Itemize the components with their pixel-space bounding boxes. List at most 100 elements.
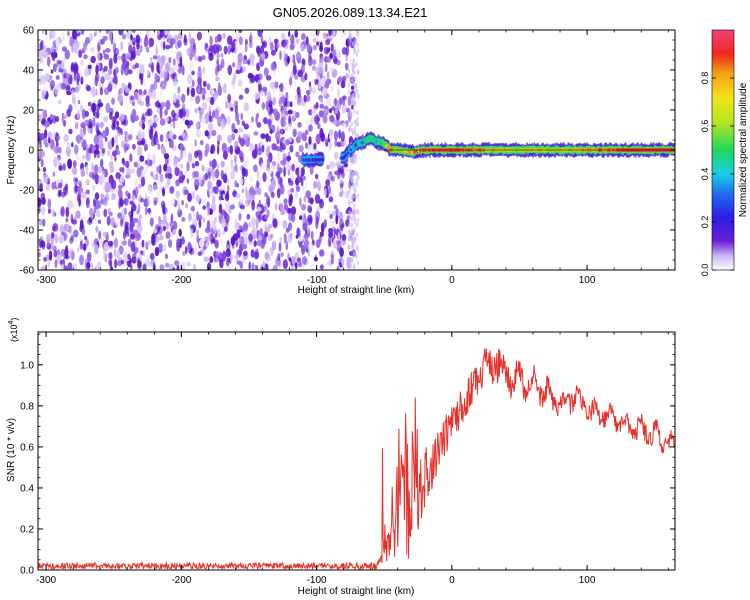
noise-blob	[145, 258, 151, 267]
noise-blob	[90, 46, 95, 54]
noise-blob	[326, 164, 330, 170]
noise-blob	[283, 49, 286, 60]
colorbar-tick-label: 0.8	[700, 72, 710, 85]
noise-blob	[188, 62, 194, 72]
noise-blob	[73, 61, 78, 72]
noise-blob	[253, 164, 258, 173]
noise-blob	[61, 46, 67, 52]
noise-blob	[241, 188, 245, 194]
snr-panel: -300 -200 -100 0 100 0.0 0.2 0.4 0.6 0.8 1.0 Heigh…	[6, 318, 676, 597]
noise-blob	[156, 107, 160, 114]
noise-blob	[305, 94, 311, 102]
noise-blob	[74, 86, 79, 94]
noise-blob	[257, 214, 263, 221]
noise-blob	[127, 192, 131, 200]
noise-blob	[229, 144, 233, 155]
noise-blob	[66, 108, 72, 118]
y-tick-label: 0.4	[20, 483, 34, 494]
noise-blob	[338, 174, 344, 184]
noise-blob	[311, 108, 317, 118]
noise-blob	[165, 157, 169, 166]
noise-blob	[326, 71, 330, 80]
noise-blob	[301, 204, 307, 211]
noise-blob	[314, 173, 319, 180]
noise-blob	[108, 211, 113, 217]
noise-blob	[81, 228, 86, 236]
noise-blob	[52, 222, 59, 232]
noise-blob	[168, 239, 173, 248]
noise-blob	[312, 44, 318, 51]
noise-blob	[203, 256, 209, 263]
noise-blob	[186, 123, 191, 129]
noise-blob	[54, 259, 58, 269]
noise-blob	[329, 213, 333, 220]
noise-blob	[309, 85, 313, 93]
noise-blob	[356, 133, 359, 138]
noise-blob	[325, 38, 331, 46]
noise-blob	[222, 250, 226, 262]
noise-blob	[173, 65, 179, 71]
noise-blob	[199, 93, 203, 102]
noise-blob	[129, 129, 134, 136]
noise-blob	[194, 178, 200, 190]
noise-blob	[222, 173, 228, 184]
noise-blob	[131, 101, 135, 107]
noise-blob	[181, 200, 184, 206]
noise-blob	[72, 166, 78, 175]
noise-blob	[152, 55, 158, 60]
noise-blob	[148, 159, 153, 167]
noise-blob	[133, 247, 139, 254]
y-tick-label: -40	[20, 226, 35, 237]
noise-blob	[230, 169, 236, 180]
x-tick-label: 100	[579, 275, 596, 286]
noise-blob	[39, 41, 42, 51]
noise-blob	[256, 148, 263, 156]
snr-multiplier-close: )	[9, 318, 19, 321]
noise-blob	[65, 217, 69, 223]
noise-blob	[189, 45, 194, 53]
noise-blob	[355, 61, 358, 67]
noise-blob	[124, 87, 131, 93]
noise-blob	[195, 129, 201, 138]
noise-blob	[77, 99, 81, 105]
noise-blob	[221, 218, 226, 228]
noise-blob	[233, 101, 237, 108]
noise-blob	[176, 265, 180, 270]
noise-blob	[158, 164, 162, 175]
noise-blob	[308, 51, 312, 62]
noise-blob	[259, 45, 265, 55]
noise-blob	[41, 90, 45, 100]
noise-blob	[289, 55, 294, 62]
noise-blob	[108, 30, 113, 41]
noise-blob	[119, 197, 124, 207]
noise-blob	[85, 152, 92, 162]
noise-blob	[259, 140, 264, 147]
noise-blob	[251, 218, 256, 229]
noise-blob	[289, 145, 294, 153]
noise-blob	[118, 184, 123, 190]
noise-blob	[50, 45, 54, 53]
noise-blob	[85, 238, 89, 247]
noise-blob	[217, 229, 221, 238]
noise-blob	[78, 49, 83, 58]
noise-blob	[137, 223, 143, 234]
noise-blob	[283, 166, 286, 177]
spectrogram-ylabel: Frequency (Hz)	[6, 116, 17, 185]
noise-blob	[207, 180, 212, 190]
noise-blob	[102, 35, 108, 41]
noise-blob	[242, 57, 248, 65]
y-tick-label: 0.6	[20, 442, 34, 453]
noise-blob	[218, 82, 221, 92]
noise-blob	[92, 106, 96, 117]
x-tick-label: 100	[579, 575, 596, 586]
noise-blob	[342, 75, 346, 83]
noise-blob	[315, 133, 321, 145]
noise-blob	[110, 217, 115, 227]
noise-blob	[216, 179, 222, 187]
noise-blob	[85, 197, 90, 206]
noise-blob	[297, 91, 301, 99]
noise-blob	[91, 86, 97, 98]
noise-blob	[178, 228, 182, 237]
noise-blob	[151, 89, 157, 100]
noise-blob	[151, 237, 156, 246]
